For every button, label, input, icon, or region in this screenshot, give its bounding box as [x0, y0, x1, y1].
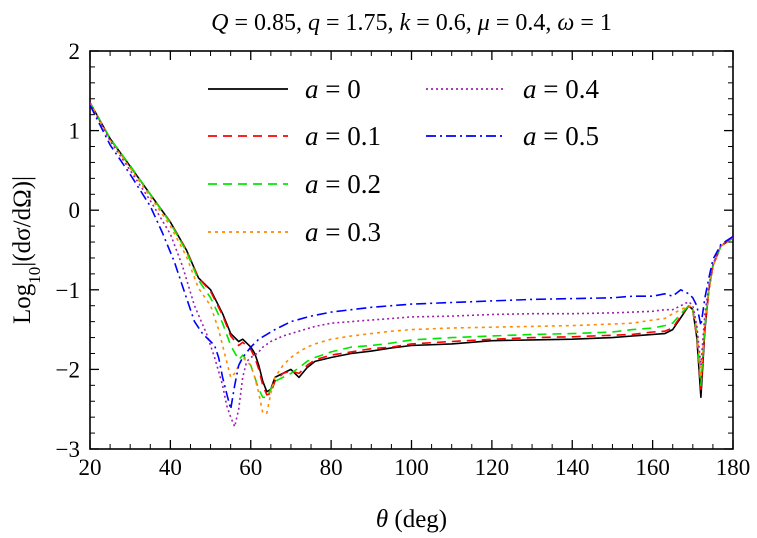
text-part: = 0.85,: [228, 10, 308, 36]
text-part: = 0.6,: [410, 10, 478, 36]
series-lines: [90, 102, 733, 428]
series-line: [90, 102, 733, 399]
y-tick-label: 2: [69, 39, 81, 64]
legend: a = 0 a = 0.1 a = 0.2 a = 0.3 a = 0.4 a = 0.5: [208, 74, 599, 247]
text-part: k: [400, 10, 411, 36]
x-tick-label: 80: [320, 455, 343, 480]
legend-label: a = 0.1: [305, 121, 381, 151]
text-part: = 0.4,: [490, 10, 558, 36]
text-part: q: [308, 10, 320, 36]
text-part: Log: [9, 283, 36, 324]
x-tick-label: 40: [159, 455, 182, 480]
series-line: [90, 102, 733, 415]
tick-labels: 20 40 60 80 100 120 140 160 180 −3 −2 −1 0 1 2: [56, 39, 751, 480]
text-part: = 1.75,: [320, 10, 400, 36]
legend-label: a = 0.5: [523, 121, 599, 151]
legend-label: a = 0.2: [305, 169, 381, 199]
legend-label: a = 0.3: [305, 217, 381, 247]
series-line: [90, 102, 733, 428]
text-part: |(dσ/dΩ)|: [9, 176, 36, 267]
text-part: θ: [376, 506, 388, 533]
series-line: [90, 102, 733, 399]
x-tick-label: 120: [475, 455, 510, 480]
y-axis-title-group: Log10|(dσ/dΩ)|: [9, 176, 44, 324]
series-line: [90, 102, 733, 396]
x-tick-label: 180: [716, 455, 751, 480]
chart-title: Q = 0.85, q = 1.75, k = 0.6, μ = 0.4, ω …: [211, 10, 612, 36]
y-tick-label: 0: [69, 198, 81, 223]
axis-ticks: [89, 50, 734, 450]
y-tick-label: −2: [56, 357, 80, 382]
text-part: μ: [477, 10, 490, 36]
x-tick-label: 140: [555, 455, 590, 480]
y-tick-label: −3: [56, 437, 80, 462]
x-tick-label: 160: [635, 455, 670, 480]
y-tick-label: −1: [56, 278, 80, 303]
y-axis-title: Log10|(dσ/dΩ)|: [9, 176, 44, 324]
legend-label: a = 0: [305, 74, 361, 104]
text-part: (deg): [388, 506, 447, 533]
y-tick-label: 1: [69, 119, 81, 144]
x-tick-label: 60: [239, 455, 262, 480]
x-tick-label: 100: [394, 455, 429, 480]
x-tick-label: 20: [79, 455, 102, 480]
x-axis-title: θ (deg): [376, 506, 447, 533]
text-part: 10: [25, 267, 44, 284]
text-part: Q: [211, 10, 228, 36]
legend-label: a = 0.4: [523, 74, 599, 104]
series-line: [90, 104, 733, 411]
text-part: = 1: [574, 10, 612, 36]
text-part: ω: [557, 10, 574, 36]
